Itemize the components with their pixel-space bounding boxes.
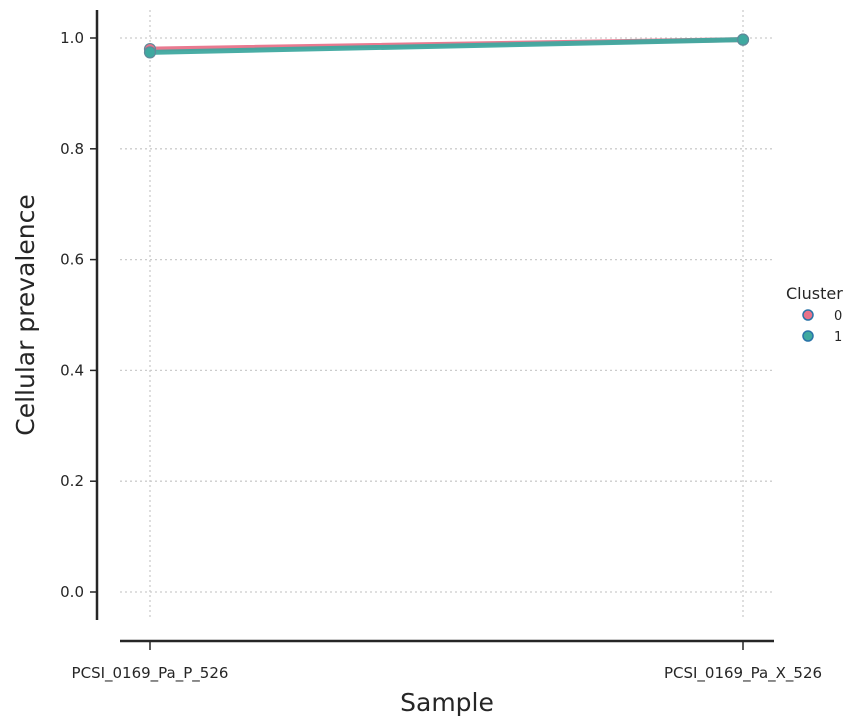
y-ticks: 0.0 0.2 0.4 0.6 0.8 1.0	[60, 29, 97, 601]
y-tick-label: 1.0	[60, 29, 84, 47]
legend-label-1: 1	[834, 330, 842, 345]
series-line-cluster-1	[147, 37, 746, 55]
data-point-cluster-1	[143, 46, 157, 59]
y-tick-label: 0.0	[60, 583, 84, 601]
x-tick-label: PCSI_0169_Pa_X_526	[664, 664, 822, 683]
legend-marker-0	[802, 309, 814, 321]
legend: Cluster 01	[786, 284, 843, 345]
x-ticks: PCSI_0169_Pa_P_526 PCSI_0169_Pa_X_526	[72, 641, 822, 683]
data-point-cluster-1	[736, 33, 750, 46]
legend-title: Cluster	[786, 284, 843, 303]
y-tick-label: 0.8	[60, 140, 84, 158]
series	[143, 33, 750, 59]
x-axis-title: Sample	[400, 688, 494, 717]
y-tick-label: 0.6	[60, 251, 84, 269]
y-tick-label: 0.4	[60, 361, 84, 379]
legend-entries: 01	[802, 309, 842, 345]
y-axis-title: Cellular prevalence	[11, 194, 40, 435]
legend-marker-1	[802, 330, 814, 342]
x-tick-label: PCSI_0169_Pa_P_526	[72, 664, 229, 683]
legend-label-0: 0	[834, 309, 842, 324]
grid-lines	[120, 10, 774, 620]
y-tick-label: 0.2	[60, 472, 84, 490]
